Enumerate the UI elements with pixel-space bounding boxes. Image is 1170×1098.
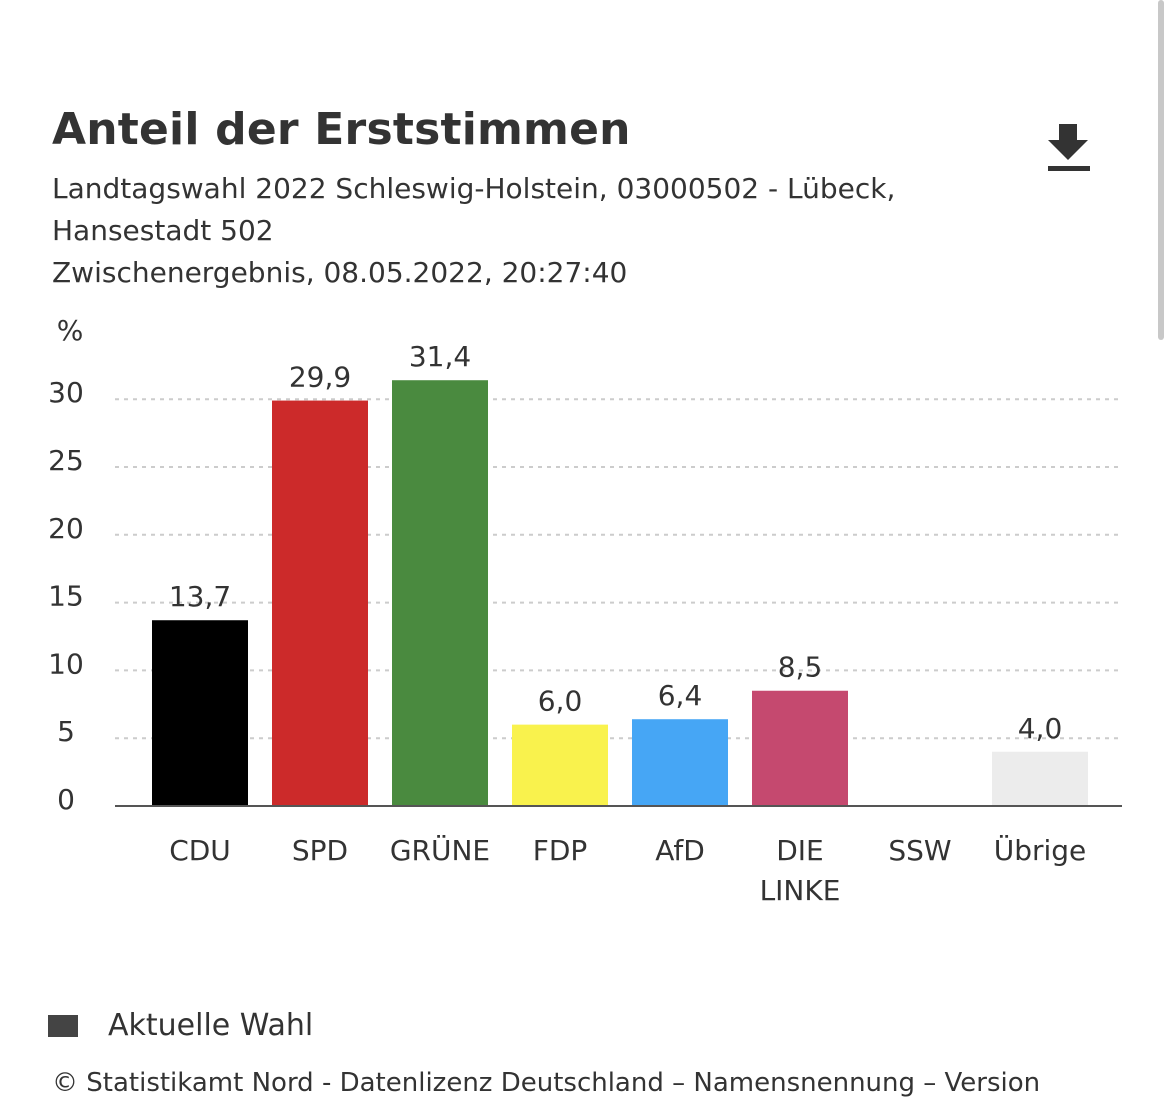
bar-cdu [152,620,248,806]
y-tick-label: 25 [48,444,84,477]
x-tick-label-line: GRÜNE [390,833,490,867]
x-tick-label-line: SPD [292,834,348,867]
subtitle-status: Zwischenergebnis, 08.05.2022, 20:27:40 [52,256,628,289]
data-label: 29,9 [289,361,351,394]
legend: Aktuelle Wahl [48,1008,313,1043]
source-footer: © Statistikamt Nord - Datenlizenz Deutsc… [52,1068,1041,1098]
y-tick-label: 5 [57,715,75,748]
bar-spd [272,400,368,806]
x-tick-label-line: FDP [533,834,588,867]
chart-title: Anteil der Erststimmen [52,104,631,155]
data-label: 6,4 [658,679,703,712]
subtitle-district: Hansestadt 502 [52,214,274,247]
download-button[interactable] [1040,118,1096,182]
subtitle-election: Landtagswahl 2022 Schleswig-Holstein, 03… [52,172,896,205]
bar-chart: % 0 5 10 15 20 25 30 13,7 CDU 29,9 SPD 31,4 GRÜNE 6,0… [48,314,1122,907]
chart-subtitle: Landtagswahl 2022 Schleswig-Holstein, 03… [52,168,1032,294]
x-tick-label: SPD [292,834,348,867]
y-tick-label: 30 [48,376,84,409]
x-tick-label: AfD [655,834,705,867]
data-label: 8,5 [778,651,823,684]
y-tick-label: 15 [48,580,84,613]
bar-die-linke [752,690,848,806]
x-tick-label: FDP [533,834,588,867]
legend-swatch [48,1014,78,1037]
y-tick-label: 0 [57,783,75,816]
bar-grüne [392,380,488,806]
x-tick-label-line: Übrige [994,833,1087,867]
x-tick-label-line: AfD [655,834,705,867]
bar-übrige [992,751,1088,806]
x-tick-label-line: SSW [888,834,951,867]
legend-label: Aktuelle Wahl [108,1008,314,1043]
scrollbar[interactable] [1158,0,1164,340]
x-tick-label: DIE LINKE [760,834,841,907]
bar-fdp [512,724,608,806]
bar-afd [632,719,728,806]
data-label: 6,0 [538,685,583,718]
y-tick-label: 10 [48,647,84,680]
x-tick-label-line: DIE [776,834,824,867]
data-label: 4,0 [1018,712,1063,745]
data-label: 31,4 [409,340,471,373]
download-icon [1048,124,1090,171]
y-axis-unit: % [57,314,84,347]
x-tick-label: GRÜNE [390,833,490,867]
x-tick-label: Übrige [994,833,1087,867]
x-tick-label: SSW [888,834,951,867]
x-tick-label: CDU [169,834,231,867]
data-label: 13,7 [169,580,231,613]
y-tick-label: 20 [48,512,84,545]
x-tick-label-line: CDU [169,834,231,867]
x-tick-label-line: LINKE [760,874,841,907]
